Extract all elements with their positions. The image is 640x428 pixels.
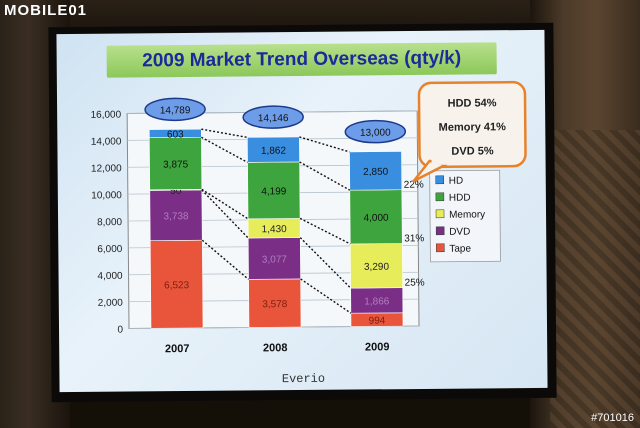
data-label: 3,738 bbox=[163, 211, 189, 222]
bar-segment-hd bbox=[148, 128, 202, 139]
y-tick-label: 16,000 bbox=[91, 110, 122, 121]
data-label: 6,523 bbox=[164, 280, 190, 291]
x-tick-label: 2007 bbox=[165, 343, 190, 355]
connector-line bbox=[201, 189, 249, 239]
total-label: 14,146 bbox=[258, 113, 289, 124]
data-label: 994 bbox=[369, 316, 386, 327]
data-label: 1,862 bbox=[261, 146, 287, 157]
legend-label-hdd: HDD bbox=[449, 193, 471, 204]
legend-swatch-dvd bbox=[435, 226, 445, 236]
legend-swatch-hdd bbox=[435, 192, 445, 202]
bar-segment-hd bbox=[349, 151, 403, 191]
callout-line: DVD 5% bbox=[451, 145, 494, 157]
data-label: 3,578 bbox=[262, 299, 288, 310]
connector-line bbox=[299, 136, 350, 153]
bar-segment-hd bbox=[247, 136, 300, 163]
connector-line bbox=[201, 136, 248, 164]
legend-swatch-hd bbox=[435, 175, 445, 185]
data-label: 1,430 bbox=[262, 224, 288, 235]
data-label: 3,077 bbox=[262, 254, 288, 265]
connector-line bbox=[299, 161, 351, 191]
data-label: 50 bbox=[170, 186, 182, 197]
data-label: 3,290 bbox=[364, 262, 390, 273]
legend-swatch-memory bbox=[435, 209, 445, 219]
wall-pattern bbox=[550, 130, 640, 428]
connector-line bbox=[299, 217, 351, 245]
y-tick-label: 6,000 bbox=[97, 244, 123, 255]
x-tick-label: 2009 bbox=[365, 341, 390, 353]
stacked-bar-chart: 0 2,000 4,000 6,000 8,000 10,000 12,000 14,000 1… bbox=[91, 80, 527, 355]
callout-line: HDD 54% bbox=[448, 97, 497, 109]
total-label: 13,000 bbox=[360, 128, 391, 139]
projected-slide: 2009 Market Trend Overseas (qty/k) 0 2,00… bbox=[56, 29, 548, 393]
data-label: 1,866 bbox=[364, 296, 390, 307]
x-tick-label: 2008 bbox=[263, 342, 288, 354]
post-id: #701016 bbox=[591, 412, 634, 424]
legend-label-memory: Memory bbox=[449, 209, 485, 220]
legend-label-dvd: DVD bbox=[449, 227, 470, 238]
legend-box bbox=[429, 169, 501, 263]
y-tick-label: 12,000 bbox=[91, 163, 122, 174]
y-tick-label: 0 bbox=[117, 325, 123, 336]
y-tick-label: 10,000 bbox=[91, 190, 122, 201]
legend-label-tape: Tape bbox=[449, 244, 471, 255]
percent-annotation: 22% bbox=[404, 180, 424, 191]
site-watermark: MOBILE01 bbox=[4, 2, 88, 19]
total-label: 14,789 bbox=[160, 105, 191, 116]
data-label: 2,850 bbox=[363, 167, 389, 178]
total-ellipse bbox=[242, 105, 304, 129]
total-ellipse bbox=[144, 97, 206, 122]
connector-line bbox=[201, 188, 249, 220]
percent-annotation: 31% bbox=[404, 233, 424, 244]
y-tick-label: 14,000 bbox=[91, 136, 122, 147]
y-tick-label: 2,000 bbox=[98, 298, 124, 309]
callout-pointer-cover bbox=[431, 156, 448, 165]
y-tick-label: 8,000 bbox=[97, 217, 123, 228]
legend-label-hd: HD bbox=[449, 176, 464, 187]
data-label: 4,199 bbox=[261, 186, 287, 197]
total-ellipse bbox=[344, 119, 407, 144]
callout-line: Memory 41% bbox=[439, 121, 507, 134]
data-label: 3,875 bbox=[163, 159, 189, 170]
percent-annotation: 25% bbox=[405, 278, 425, 289]
legend-swatch-tape bbox=[436, 243, 445, 253]
y-tick-label: 4,000 bbox=[97, 271, 123, 282]
data-label: 603 bbox=[167, 129, 184, 140]
data-label: 4,000 bbox=[364, 213, 390, 224]
callout-box bbox=[417, 80, 527, 169]
